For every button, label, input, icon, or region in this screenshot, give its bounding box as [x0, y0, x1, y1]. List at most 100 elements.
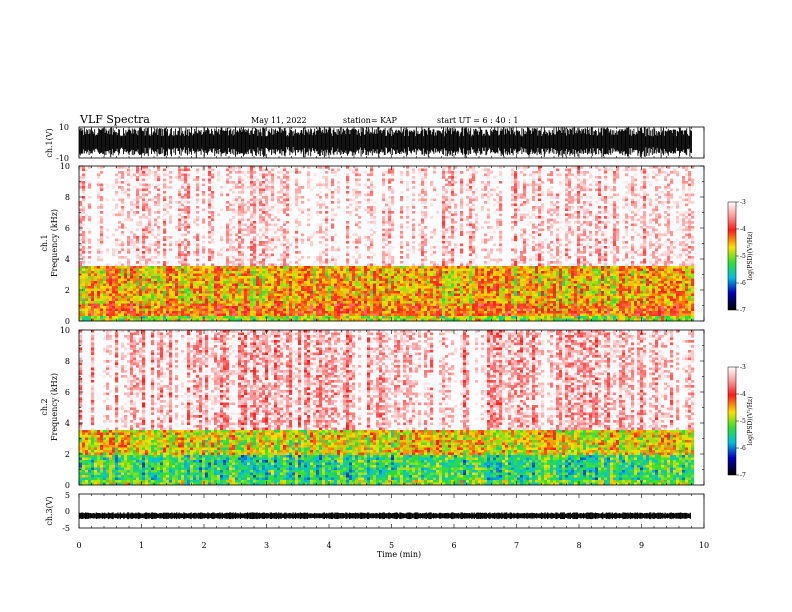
spectrogram-cell: [79, 256, 83, 259]
spectrogram-cell: [292, 298, 296, 302]
spectrogram-cell: [316, 286, 320, 289]
spectrogram-cell: [169, 301, 173, 304]
spectrogram-cell: [178, 273, 182, 277]
spectrogram-cell: [280, 286, 284, 289]
spectrogram-cell: [100, 271, 104, 274]
spectrogram-cell: [370, 293, 374, 297]
spectrogram-cell: [223, 276, 227, 279]
spectrogram-cell: [142, 176, 146, 179]
spectrogram-cell: [79, 271, 83, 274]
spectrogram-cell: [148, 256, 152, 259]
spectrogram-cell: [148, 206, 152, 209]
spectrogram-cell: [259, 256, 263, 259]
spectrogram-cell: [358, 276, 362, 279]
spectrogram-cell: [271, 263, 275, 267]
spectrogram-cell: [232, 246, 236, 249]
spectrogram-cell: [325, 178, 329, 182]
spectrogram-cell: [385, 228, 389, 232]
spectrogram-cell: [370, 268, 374, 272]
spectrogram-cell: [163, 286, 167, 289]
spectrogram-cell: [289, 291, 293, 294]
spectrogram-cell: [271, 278, 275, 282]
spectrogram-cell: [247, 186, 251, 189]
spectrogram-cell: [157, 293, 161, 297]
spectrogram-cell: [283, 303, 287, 307]
spectrogram-cell: [178, 166, 182, 169]
spectrogram-cell: [262, 281, 266, 284]
spectrogram-cell: [178, 253, 182, 257]
spectrogram-cell: [82, 303, 86, 307]
spectrogram-cell: [256, 293, 260, 297]
spectrogram-cell: [235, 301, 239, 304]
spectrogram-cell: [259, 198, 263, 202]
spectrogram-cell: [262, 308, 266, 312]
spectrogram-cell: [217, 311, 221, 314]
spectrogram-cell: [274, 246, 278, 249]
spectrogram-cell: [331, 281, 335, 284]
spectrogram-cell: [124, 281, 128, 284]
spectrogram-cell: [265, 301, 269, 304]
spectrogram-cell: [298, 283, 302, 287]
spectrogram-cell: [115, 203, 119, 207]
spectrogram-cell: [385, 276, 389, 279]
spectrogram-cell: [304, 306, 308, 309]
spectrogram-cell: [253, 296, 257, 299]
spectrogram-cell: [367, 296, 371, 299]
spectrogram-cell: [109, 298, 113, 302]
spectrogram-cell: [202, 166, 206, 169]
spectrogram-cell: [118, 281, 122, 284]
spectrogram-cell: [310, 311, 314, 314]
spectrogram-cell: [301, 276, 305, 279]
spectrogram-cell: [211, 178, 215, 182]
spectrogram-cell: [106, 266, 110, 269]
spectrogram-cell: [199, 318, 203, 322]
spectrogram-cell: [283, 201, 287, 204]
spectrogram-cell: [364, 281, 368, 284]
spectrogram-cell: [238, 213, 242, 217]
spectrogram-cell: [157, 308, 161, 312]
spectrogram-cell: [163, 236, 167, 239]
spectrogram-cell: [121, 206, 125, 209]
spectrogram-cell: [223, 271, 227, 274]
spectrogram-cell: [121, 201, 125, 204]
spectrogram-cell: [211, 211, 215, 214]
spectrogram-cell: [184, 286, 188, 289]
spectrogram-cell: [121, 241, 125, 244]
spectrogram-cell: [355, 241, 359, 244]
spectrogram-cell: [157, 313, 161, 317]
spectrogram-cell: [295, 248, 299, 252]
spectrogram-cell: [112, 303, 116, 307]
spectrogram-cell: [199, 293, 203, 297]
spectrogram-cell: [208, 233, 212, 237]
spectrogram-cell: [349, 268, 353, 272]
spectrogram-cell: [208, 288, 212, 292]
spectrogram-cell: [304, 293, 308, 297]
spectrogram-cell: [196, 176, 200, 179]
spectrogram-cell: [334, 316, 338, 319]
spectrogram-cell: [253, 241, 257, 244]
spectrogram-cell: [325, 283, 329, 287]
spectrogram-cell: [292, 286, 296, 289]
spectrogram-cell: [337, 191, 341, 194]
spectrogram-cell: [370, 186, 374, 189]
spectrogram-cell: [166, 296, 170, 299]
spectrogram-cell: [229, 296, 233, 299]
spectrogram-cell: [268, 296, 272, 299]
spectrogram-cell: [175, 243, 179, 247]
spectrogram-cell: [358, 266, 362, 269]
spectrogram-cell: [244, 291, 248, 294]
spectrogram-cell: [277, 281, 281, 284]
spectrogram-cell: [184, 221, 188, 224]
spectrogram-cell: [220, 236, 224, 239]
spectrogram-cell: [298, 298, 302, 302]
spectrogram-cell: [346, 281, 350, 284]
spectrogram-cell: [106, 183, 110, 187]
spectrogram-cell: [247, 276, 251, 279]
spectrogram-cell: [115, 213, 119, 217]
spectrogram-cell: [172, 313, 176, 317]
spectrogram-cell: [283, 231, 287, 234]
spectrogram-cell: [118, 286, 122, 289]
spectrogram-cell: [274, 208, 278, 212]
spectrogram-cell: [118, 278, 122, 282]
spectrogram-cell: [301, 196, 305, 199]
